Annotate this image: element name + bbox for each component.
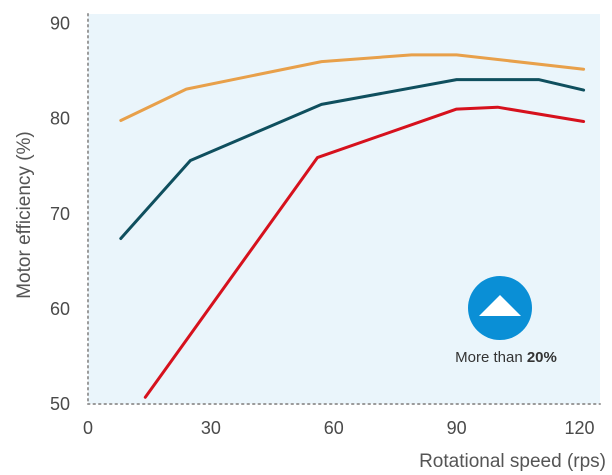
badge-label: More than 20% xyxy=(455,349,557,366)
badge-label-prefix: More than xyxy=(455,349,527,366)
up-triangle-icon-glyph xyxy=(479,295,521,316)
x-tick-labels: 0 30 60 90 120 xyxy=(83,418,595,438)
x-tick-label: 60 xyxy=(324,418,344,438)
series-line-3 xyxy=(143,105,586,399)
x-tick-label: 0 xyxy=(83,418,93,438)
y-axis-title: Motor efficiency (%) xyxy=(14,131,35,299)
x-tick-label: 120 xyxy=(564,418,594,438)
plot-area xyxy=(88,14,600,404)
y-tick-label: 50 xyxy=(50,394,70,414)
improvement-badge: More than 20% xyxy=(455,276,557,366)
series-lines xyxy=(119,53,586,399)
y-tick-label: 70 xyxy=(50,204,70,224)
y-tick-labels: 50 60 70 80 90 xyxy=(50,14,70,414)
badge-label-value: 20% xyxy=(527,349,557,366)
x-tick-label: 90 xyxy=(447,418,467,438)
y-tick-label: 60 xyxy=(50,299,70,319)
x-axis-title: Rotational speed (rps) xyxy=(419,451,606,472)
series-line-1 xyxy=(119,53,586,122)
y-tick-label: 90 xyxy=(50,14,70,34)
series-line-2 xyxy=(119,78,586,240)
x-tick-label: 30 xyxy=(201,418,221,438)
y-tick-label: 80 xyxy=(50,109,70,129)
